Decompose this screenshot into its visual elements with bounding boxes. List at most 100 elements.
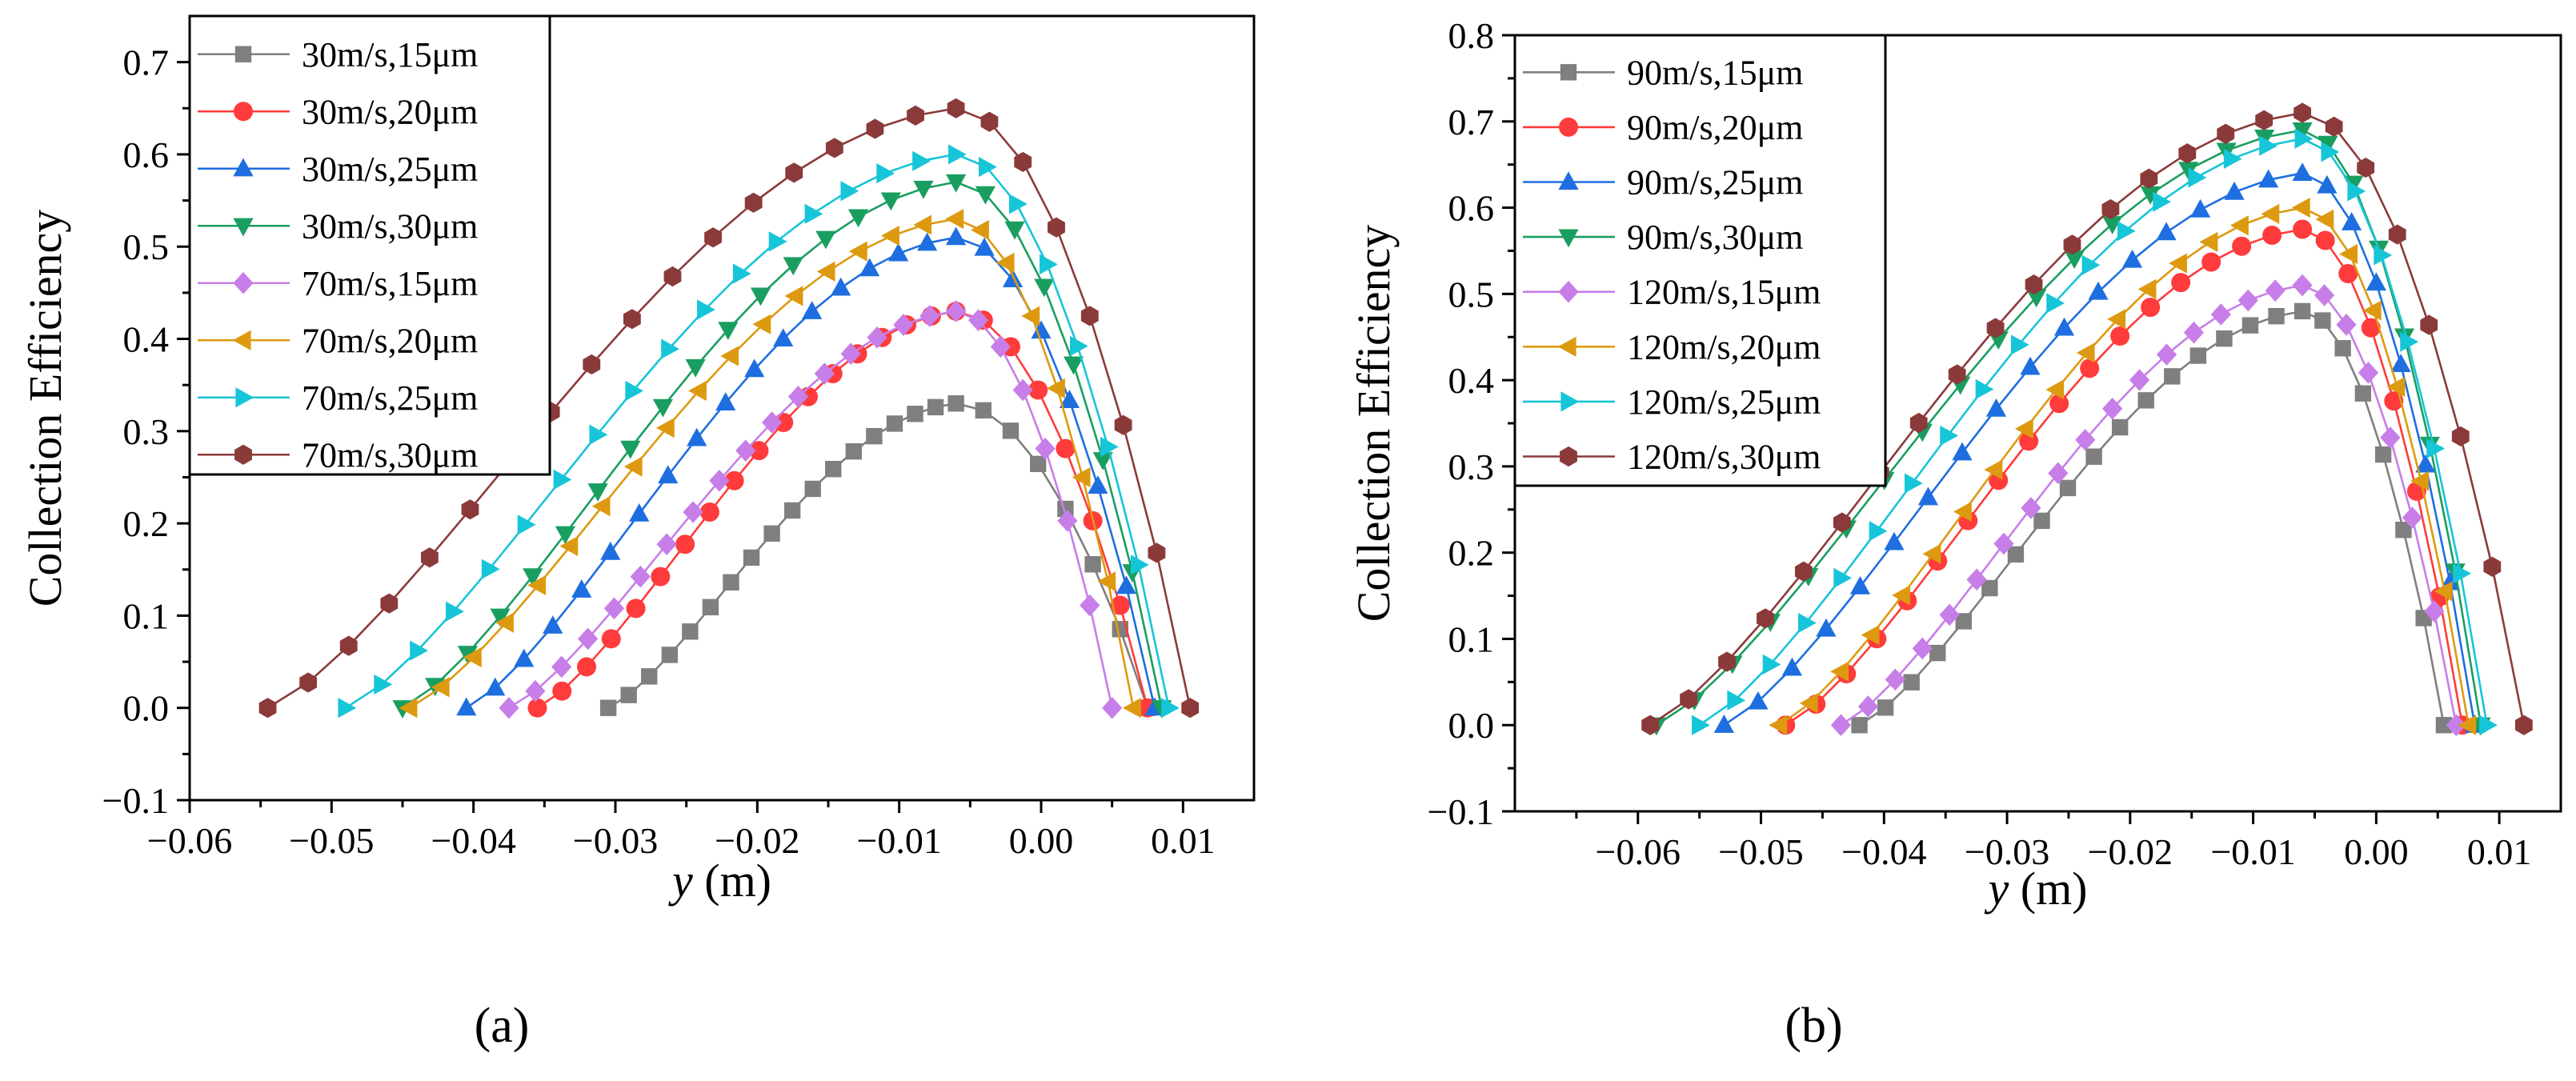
data-point [2453, 563, 2471, 584]
data-point [2334, 340, 2351, 357]
data-point [2314, 312, 2331, 329]
data-point [2292, 162, 2313, 182]
data-point [715, 392, 736, 410]
data-point [2117, 221, 2136, 242]
data-point [601, 629, 621, 649]
x-axis-variable: y [1985, 863, 2009, 915]
data-point [2085, 448, 2102, 465]
data-point [1123, 698, 1141, 719]
data-point [1002, 422, 1020, 439]
data-point [2362, 300, 2382, 321]
x-tick-label: −0.05 [289, 820, 374, 861]
data-point [1100, 436, 1119, 458]
data-point [2026, 289, 2047, 308]
x-axis-title: y (m) [1985, 863, 2088, 915]
data-point [2435, 717, 2453, 734]
data-point [2354, 385, 2372, 402]
data-point [783, 502, 801, 519]
legend-entry: 120m/s,30μm [1523, 438, 1821, 477]
data-point [1830, 714, 1852, 737]
data-point [702, 599, 719, 616]
data-point [2347, 181, 2366, 202]
data-point [446, 601, 464, 622]
data-point [682, 623, 699, 640]
data-point [2342, 212, 2362, 230]
data-point [718, 322, 739, 341]
legend-marker [234, 444, 252, 465]
data-point [2479, 715, 2498, 735]
data-point [620, 687, 637, 703]
data-point [945, 209, 964, 230]
x-tick-label: −0.03 [573, 820, 658, 861]
data-point [1794, 561, 1813, 582]
data-point [1072, 466, 1091, 488]
data-point [2156, 343, 2177, 366]
x-tick-label: −0.06 [147, 820, 232, 861]
data-point [629, 502, 650, 522]
data-point [2048, 462, 2069, 485]
data-point [589, 424, 608, 445]
data-point [399, 698, 418, 719]
data-point [2265, 279, 2286, 302]
data-point [866, 427, 883, 445]
legend-marker [1558, 229, 1579, 248]
legend-label: 70m/s,25μm [302, 378, 478, 418]
data-point [2380, 426, 2401, 449]
data-point [630, 565, 651, 588]
data-point [2007, 546, 2025, 563]
data-point [625, 380, 644, 402]
data-point [380, 593, 399, 614]
data-point [1830, 661, 1849, 682]
data-point [1092, 452, 1113, 470]
legend-entry: 120m/s,20μm [1523, 327, 1821, 366]
legend-entry: 30m/s,15μm [198, 35, 478, 74]
data-point [514, 648, 535, 667]
data-point [1110, 595, 1130, 615]
data-point [600, 541, 621, 560]
data-point [1904, 473, 1923, 494]
series-5 [1830, 274, 2466, 737]
data-point [699, 502, 719, 522]
data-point [2374, 446, 2392, 463]
data-point [1985, 398, 2007, 417]
series-6 [399, 209, 1141, 719]
data-point [675, 534, 695, 555]
legend-entry: 70m/s,30μm [198, 435, 478, 474]
data-point [2258, 169, 2279, 188]
y-tick-label: 0.1 [123, 595, 170, 636]
legend-marker [233, 218, 254, 237]
legend-entry: 30m/s,20μm [198, 92, 478, 131]
data-point [527, 698, 547, 718]
data-point [1713, 715, 1734, 733]
x-tick-label: 0.00 [2344, 831, 2409, 872]
data-point [2063, 234, 2081, 255]
data-point [1892, 585, 1910, 606]
data-point [2390, 354, 2411, 372]
legend-label: 90m/s,20μm [1627, 108, 1803, 147]
data-point [2317, 174, 2338, 194]
data-point [697, 299, 715, 320]
data-point [2171, 273, 2191, 293]
data-point [1986, 318, 2005, 338]
data-point [2232, 236, 2252, 256]
data-point [2325, 116, 2343, 137]
data-point [859, 258, 880, 277]
data-point [1080, 306, 1099, 326]
data-point [709, 469, 730, 492]
data-point [2259, 135, 2278, 156]
data-point [2402, 506, 2422, 529]
series-line [1858, 310, 2446, 727]
data-point [2294, 302, 2311, 320]
data-point [339, 635, 358, 656]
data-point [2420, 314, 2438, 335]
legend-label: 30m/s,30μm [302, 206, 478, 246]
data-point [2164, 368, 2181, 385]
data-point [804, 203, 823, 224]
legend-entry: 120m/s,15μm [1523, 273, 1821, 312]
series-1 [599, 395, 1156, 716]
legend-marker [1559, 117, 1578, 137]
data-point [1833, 567, 1853, 588]
y-tick-label: 0.3 [1448, 446, 1495, 487]
data-point [720, 346, 739, 366]
y-axis-title: Collection Efficiency [1348, 225, 1400, 623]
